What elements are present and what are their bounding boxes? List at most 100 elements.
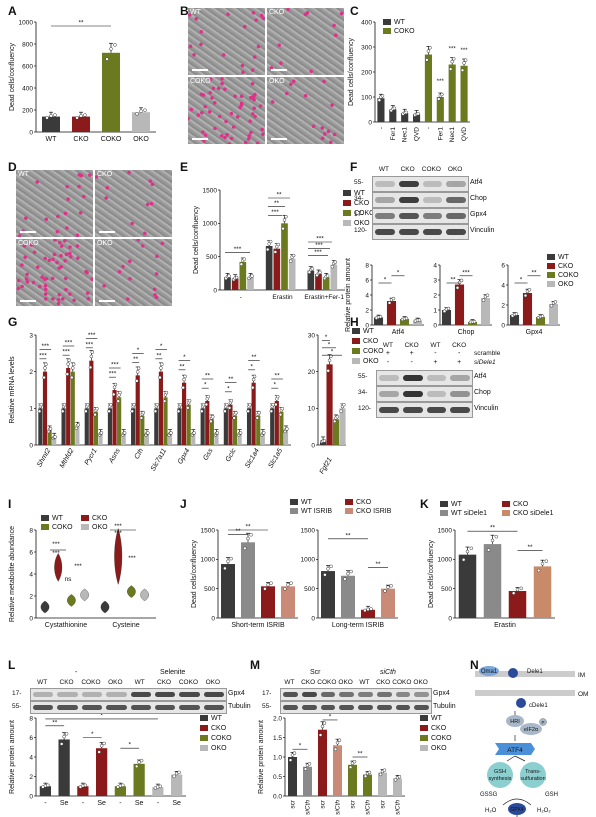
- j1-ytick-label: 1000: [301, 557, 316, 564]
- j1-data-point: [383, 589, 387, 593]
- c-bar: [460, 65, 468, 122]
- l-xtick-label: Se: [97, 800, 106, 807]
- m-xtick-label: scr: [320, 799, 327, 809]
- f0-bar: [386, 301, 397, 325]
- l-xtick-label: Se: [172, 800, 181, 807]
- g-data-point: [250, 385, 255, 390]
- j0-sig-label: **: [245, 524, 251, 531]
- blot-header-untreated: -: [75, 669, 78, 676]
- m-data-point: [292, 751, 297, 755]
- c-data-point: [440, 92, 444, 97]
- blot-header-sicth: siCth: [380, 669, 396, 676]
- n-hri: [506, 715, 524, 727]
- c-xtick-label: QVD: [461, 127, 468, 141]
- l-data-point: [121, 783, 125, 788]
- g-sig-label: **: [156, 352, 162, 359]
- g2-bar: [332, 419, 340, 445]
- l-data-point: [64, 732, 69, 736]
- blot-band-gpx4: [30, 688, 227, 701]
- e-data-point: [284, 214, 288, 219]
- m-legend-swatch: [420, 745, 428, 751]
- g-legend-label: OKO: [363, 358, 379, 365]
- g-data-point: [176, 409, 181, 414]
- micrograph-label: COKO: [18, 240, 39, 247]
- g-bar: [209, 419, 214, 445]
- j1-data-point: [369, 607, 373, 611]
- g-data-point: [67, 358, 71, 363]
- j-legend-label: CKO ISRIB: [356, 508, 392, 515]
- m-legend-swatch: [420, 725, 428, 731]
- g2-data-point: [327, 358, 332, 363]
- g-sig-label: *: [274, 382, 277, 389]
- g-data-point: [232, 416, 236, 420]
- k-data-point: [519, 586, 524, 591]
- j0-data-point: [266, 582, 270, 587]
- c-sig-label: ***: [461, 48, 469, 54]
- blot-lane-label: CKO: [400, 166, 415, 173]
- g-ytick-label: 2: [29, 369, 33, 376]
- g-data-point: [155, 402, 159, 407]
- g2-xtick-label: Fgf21: [319, 456, 334, 475]
- e-data-point: [281, 226, 285, 231]
- panel-letter-j: J: [180, 497, 187, 511]
- g-legend-label: CKO: [363, 338, 379, 345]
- j0-data-point: [283, 587, 287, 591]
- m-data-point: [382, 768, 387, 773]
- e-bar: [265, 246, 273, 290]
- n-dele1-label: Dele1: [527, 669, 543, 675]
- l-legend-swatch: [200, 735, 208, 741]
- k-legend-label: CKO siDele1: [513, 510, 554, 517]
- a-xtick-label: OKO: [133, 136, 149, 143]
- i-violin: [40, 600, 50, 614]
- band: [33, 705, 54, 710]
- m-ytick-label: 1.5: [273, 735, 282, 742]
- e-data-point: [288, 259, 293, 263]
- blot-band-label: Gpx4: [470, 211, 487, 218]
- g-bar: [279, 412, 284, 445]
- j1-data-point: [346, 571, 350, 576]
- g-data-point: [255, 416, 260, 420]
- g-bar: [89, 360, 94, 445]
- j1-data-point: [386, 585, 390, 589]
- f-legend-label: WT: [558, 254, 570, 261]
- a-data-point: [45, 116, 49, 120]
- f1-data-point: [459, 278, 464, 283]
- f0-ylabel: Relative protein amount: [345, 258, 352, 332]
- blot-lane-label: WT: [378, 166, 389, 173]
- g-bar: [260, 434, 265, 445]
- g-xtick-label: Cth: [134, 447, 146, 460]
- blot-condition-label: siDele1: [474, 359, 496, 366]
- g-data-point: [146, 431, 150, 435]
- blot-mw-label: 34-: [358, 389, 368, 396]
- scale-bar: [99, 300, 115, 302]
- f1-ytick-label: 3: [433, 277, 437, 284]
- i-sig-label: ***: [52, 541, 60, 548]
- g-data-point: [178, 402, 183, 407]
- band: [81, 692, 103, 697]
- band: [402, 375, 423, 381]
- m-legend-label: CKO: [431, 725, 447, 732]
- m-bar: [348, 764, 357, 796]
- panel-letter-k: K: [420, 497, 429, 511]
- micrograph-label: OKO: [269, 78, 285, 85]
- blot-mw-label: 55-: [358, 373, 368, 380]
- m-sig-label: **: [357, 751, 363, 758]
- c-legend-swatch: [383, 19, 391, 25]
- e-legend-label: CKO: [354, 200, 370, 207]
- g-data-point: [158, 375, 162, 380]
- g-data-point: [130, 409, 134, 414]
- g-bar: [232, 415, 238, 445]
- band: [422, 181, 443, 187]
- g-bar: [191, 434, 196, 445]
- band: [57, 705, 78, 710]
- g-sig-label: ***: [88, 332, 96, 339]
- band: [203, 692, 224, 697]
- j1-sig-label: **: [345, 532, 351, 539]
- g2-sig-label: *: [328, 341, 331, 348]
- j0-bar: [221, 564, 235, 618]
- m-xtick-label: siCth: [305, 800, 312, 815]
- a-xtick-label: WT: [46, 136, 58, 143]
- micrograph-cko: CKO: [267, 8, 344, 75]
- a-ytick-label: 800: [22, 41, 33, 48]
- j1-data-point: [329, 564, 333, 569]
